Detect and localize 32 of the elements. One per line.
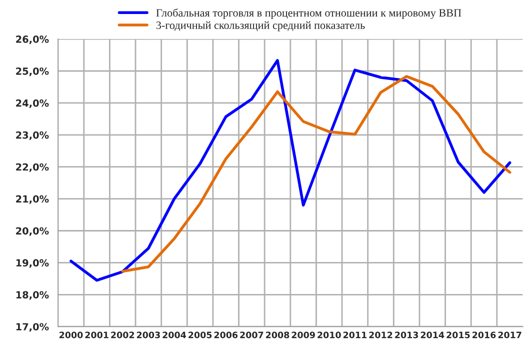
x-tick-label: 2008: [266, 332, 290, 338]
y-tick-label: 20,0%: [16, 227, 49, 236]
x-tick-label: 2001: [85, 332, 108, 338]
y-tick-label: 23,0%: [16, 131, 49, 140]
x-tick-label: 2006: [214, 332, 238, 338]
y-tick-label: 21,0%: [16, 195, 49, 204]
x-tick-label: 2011: [343, 332, 367, 338]
x-tick-label: 2016: [472, 332, 496, 338]
y-tick-label: 17,0%: [16, 323, 49, 332]
y-tick-label: 19,0%: [16, 259, 49, 268]
legend-label: 3-годичный скользящий средний показатель: [156, 21, 365, 32]
x-tick-label: 2007: [240, 332, 264, 338]
x-tick-label: 2009: [292, 332, 315, 338]
line-series: [121, 75, 512, 273]
x-tick-label: 2014: [420, 332, 444, 338]
y-tick-label: 25,0%: [16, 67, 49, 76]
x-tick-label: 2013: [395, 332, 418, 338]
x-tick-label: 2015: [446, 332, 470, 338]
x-tick-label: 2002: [111, 332, 134, 338]
x-tick-label: 2003: [136, 332, 160, 338]
y-tick-label: 18,0%: [16, 291, 49, 300]
legend-label: Глобальная торговля в процентном отношении к мировому ВВП: [156, 8, 462, 19]
y-tick-label: 24,0%: [16, 99, 49, 108]
y-tick-label: 22,0%: [16, 163, 49, 172]
y-tick-label: 26,0%: [16, 36, 49, 44]
x-tick-label: 2000: [60, 332, 83, 338]
x-tick-label: 2017: [498, 332, 522, 338]
x-tick-label: 2005: [188, 332, 212, 338]
line-series: [70, 59, 512, 282]
x-tick-label: 2004: [162, 332, 186, 338]
x-tick-label: 2012: [369, 332, 392, 338]
x-tick-label: 2010: [318, 332, 341, 338]
